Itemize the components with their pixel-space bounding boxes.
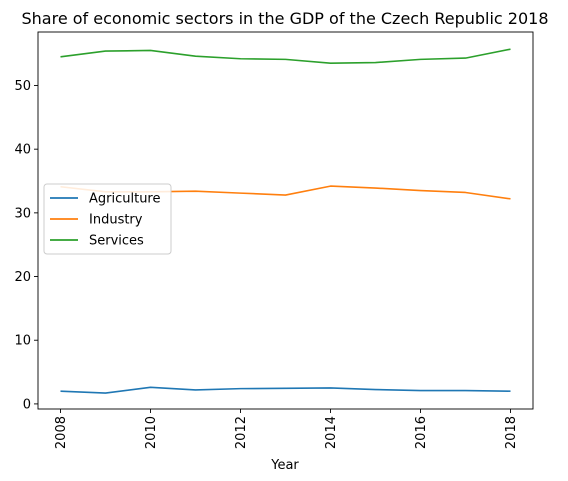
legend-label-industry: Industry — [89, 213, 143, 228]
x-tick-label: 2012 — [234, 416, 249, 449]
series-line-services — [60, 48, 511, 65]
y-tick-label: 30 — [14, 206, 31, 221]
x-tick-label: 2008 — [54, 416, 69, 449]
y-axis: 0 10 20 30 40 50 — [14, 79, 38, 412]
y-tick-label: 0 — [23, 397, 31, 412]
axes-frame — [37, 31, 534, 410]
legend-box — [43, 183, 172, 255]
y-tick-label: 10 — [14, 334, 31, 349]
x-axis: 2008 2010 2012 2014 2016 2018 — [54, 409, 519, 449]
legend: Agriculture Industry Services — [43, 183, 172, 255]
x-tick-label: 2016 — [414, 416, 429, 449]
x-axis-label: Year — [270, 458, 299, 473]
x-tick-label: 2010 — [144, 416, 159, 449]
x-tick-label: 2018 — [504, 416, 519, 449]
y-tick-label: 40 — [14, 143, 31, 158]
series-line-agriculture — [60, 386, 511, 394]
x-tick-label: 2014 — [324, 416, 339, 449]
legend-label-services: Services — [89, 234, 144, 249]
y-tick-label: 50 — [14, 79, 31, 94]
y-tick-label: 20 — [14, 270, 31, 285]
legend-label-agriculture: Agriculture — [89, 192, 161, 207]
chart-title: Share of economic sectors in the GDP of … — [21, 9, 548, 28]
